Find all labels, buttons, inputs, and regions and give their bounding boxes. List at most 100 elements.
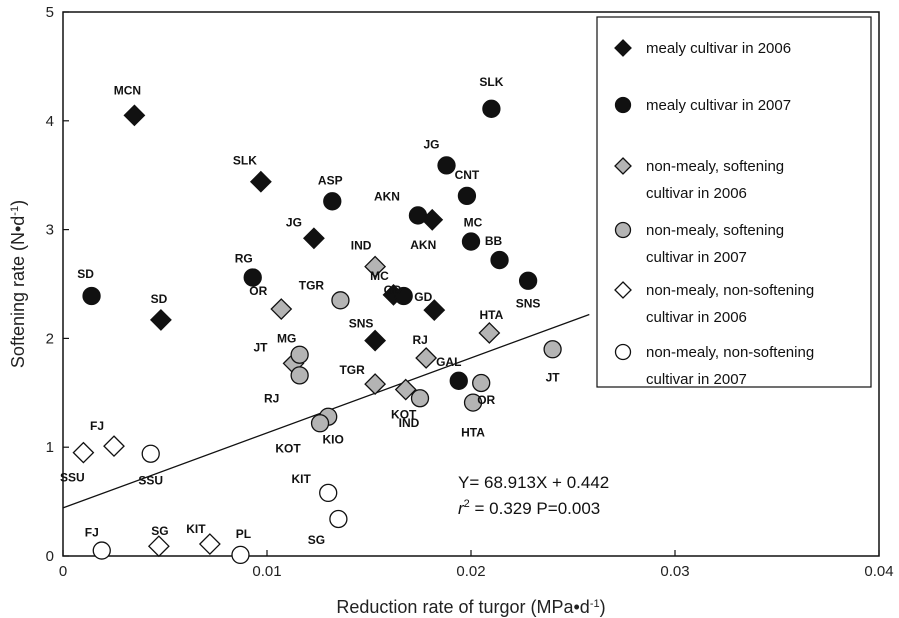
point-label: JG xyxy=(424,137,440,151)
legend-label: non-mealy, non-softening xyxy=(646,344,814,361)
data-points xyxy=(72,99,562,565)
legend-label: non-mealy, non-softening xyxy=(646,282,814,299)
point-label: SG xyxy=(308,533,325,547)
point-label: ASP xyxy=(318,173,343,187)
point-label: SSU xyxy=(138,474,163,488)
legend-label: cultivar in 2007 xyxy=(646,371,747,388)
y-tick-label: 4 xyxy=(46,113,54,130)
legend-box xyxy=(596,16,872,388)
y-tick-label: 3 xyxy=(46,222,54,239)
point-label: KIT xyxy=(292,472,312,486)
legend-marker-3 xyxy=(614,157,632,175)
point-label: MC xyxy=(370,269,389,283)
legend-label: mealy cultivar in 2007 xyxy=(646,97,791,114)
point-label: IND xyxy=(399,416,420,430)
point-label: RG xyxy=(235,251,253,265)
mealy-cultivar-in-2006-point xyxy=(150,308,172,331)
non-mealy-softening-cultivar-in-2006-point xyxy=(394,378,417,401)
y-tick-label: 0 xyxy=(46,548,54,565)
x-tick-label: 0.01 xyxy=(252,563,281,580)
mealy-cultivar-in-2006-point xyxy=(249,170,272,193)
non-mealy-non-softening-cultivar-in-2007-point xyxy=(231,545,250,565)
point-label: TGR xyxy=(339,363,365,377)
point-label: SD xyxy=(151,292,168,306)
non-mealy-non-softening-cultivar-in-2006-point xyxy=(103,435,125,458)
point-label: CNT xyxy=(455,168,480,182)
regression-equation: Y= 68.913X + 0.442 xyxy=(458,473,609,492)
point-label: GAL xyxy=(436,355,461,369)
point-label: MC xyxy=(464,216,483,230)
point-label: OR xyxy=(477,393,495,407)
mealy-cultivar-in-2007-point xyxy=(243,268,262,287)
mealy-cultivar-in-2007-point xyxy=(490,250,509,270)
non-mealy-non-softening-cultivar-in-2007-point xyxy=(329,509,348,529)
point-label: SLK xyxy=(233,154,257,168)
mealy-cultivar-in-2006-point xyxy=(123,104,146,127)
legend-label: cultivar in 2006 xyxy=(646,309,747,326)
point-labels: MCNSLKJGSDAKNMCGDSNSSLKJGCNTASPAKNMCBBSD… xyxy=(60,75,560,547)
mealy-cultivar-in-2006-point xyxy=(423,299,446,322)
mealy-cultivar-in-2006-point xyxy=(364,329,387,352)
x-tick-label: 0.02 xyxy=(456,563,485,580)
point-label: FJ xyxy=(85,526,99,540)
mealy-cultivar-in-2007-point xyxy=(449,371,468,390)
mealy-cultivar-in-2007-point xyxy=(323,192,342,211)
point-label: SG xyxy=(151,524,168,538)
x-tick-label: 0.04 xyxy=(864,563,893,580)
mealy-cultivar-in-2007-point xyxy=(408,206,428,225)
point-label: KIO xyxy=(323,433,344,447)
point-label: GD xyxy=(384,283,402,297)
legend-marker-6 xyxy=(614,343,632,361)
point-label: OR xyxy=(249,284,267,298)
non-mealy-softening-cultivar-in-2007-point xyxy=(410,389,430,408)
point-label: RJ xyxy=(264,391,279,405)
non-mealy-softening-cultivar-in-2007-point xyxy=(331,291,350,310)
point-label: PL xyxy=(236,527,251,541)
y-tick-label: 5 xyxy=(46,4,54,21)
legend-label: cultivar in 2007 xyxy=(646,249,747,266)
point-label: HTA xyxy=(461,426,485,440)
non-mealy-softening-cultivar-in-2007-point xyxy=(543,340,562,359)
point-label: JT xyxy=(254,340,269,354)
y-axis-title: Softening rate (N•d-1) xyxy=(8,200,28,368)
non-mealy-softening-cultivar-in-2007-point xyxy=(463,393,483,412)
point-label: SNS xyxy=(516,297,541,311)
point-label: MCN xyxy=(114,83,141,97)
mealy-cultivar-in-2006-point xyxy=(303,227,325,250)
non-mealy-non-softening-cultivar-in-2006-point xyxy=(147,535,170,558)
point-label: MG xyxy=(277,332,296,346)
non-mealy-non-softening-cultivar-in-2007-point xyxy=(319,483,338,503)
regression-r2: r2 = 0.329 P=0.003 xyxy=(458,498,600,518)
legend-label: mealy cultivar in 2006 xyxy=(646,40,791,57)
y-axis: 0 1 2 3 4 5 xyxy=(46,4,69,565)
legend-marker-4 xyxy=(614,221,632,239)
point-label: AKN xyxy=(374,189,400,203)
point-label: KIT xyxy=(186,522,206,536)
point-label: BB xyxy=(485,234,503,248)
point-label: SSU xyxy=(60,471,85,485)
mealy-cultivar-in-2007-point xyxy=(394,286,413,306)
non-mealy-softening-cultivar-in-2006-point xyxy=(415,347,438,369)
mealy-cultivar-in-2007-point xyxy=(461,232,481,251)
x-tick-label: 0.03 xyxy=(660,563,689,580)
legend-label: non-mealy, softening xyxy=(646,222,784,239)
non-mealy-softening-cultivar-in-2007-point xyxy=(472,373,491,393)
non-mealy-softening-cultivar-in-2006-point xyxy=(478,322,501,344)
non-mealy-non-softening-cultivar-in-2007-point xyxy=(141,444,160,463)
legend-marker-2 xyxy=(614,96,632,114)
legend-label: cultivar in 2006 xyxy=(646,185,747,202)
mealy-cultivar-in-2007-point xyxy=(518,271,538,290)
non-mealy-non-softening-cultivar-in-2006-point xyxy=(72,441,95,464)
non-mealy-softening-cultivar-in-2007-point xyxy=(290,366,309,385)
mealy-cultivar-in-2007-point xyxy=(457,186,477,206)
non-mealy-softening-cultivar-in-2006-point xyxy=(364,373,387,396)
non-mealy-softening-cultivar-in-2007-point xyxy=(290,345,309,364)
mealy-cultivar-in-2007-point xyxy=(437,156,456,175)
point-label: AKN xyxy=(410,238,436,252)
legend: mealy cultivar in 2006 mealy cultivar in … xyxy=(596,16,872,388)
x-axis-title: Reduction rate of turgor (MPa•d-1) xyxy=(336,597,605,617)
y-tick-label: 2 xyxy=(46,330,54,347)
point-label: KOT xyxy=(391,408,417,422)
non-mealy-softening-cultivar-in-2007-point xyxy=(310,414,330,433)
y-tick-label: 1 xyxy=(46,439,54,456)
